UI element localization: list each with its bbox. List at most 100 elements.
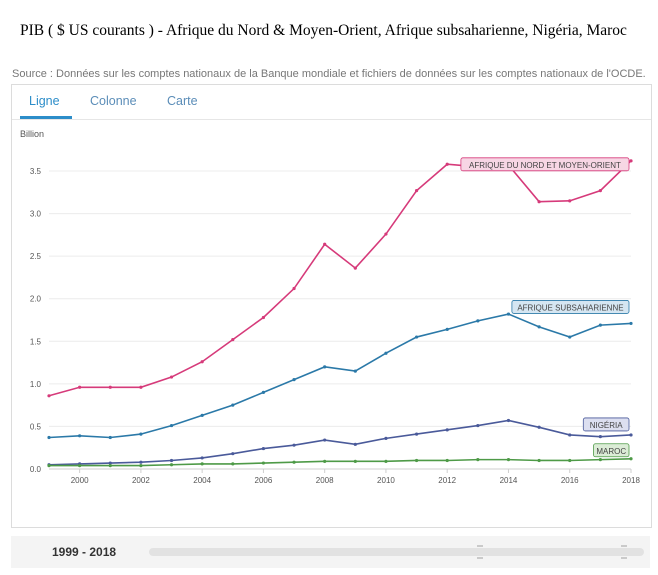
data-point bbox=[78, 463, 82, 468]
view-tabs: Ligne Colonne Carte bbox=[12, 85, 651, 120]
data-point bbox=[231, 403, 235, 407]
x-tick-label: 2000 bbox=[71, 476, 89, 485]
data-point bbox=[169, 375, 174, 379]
data-point bbox=[598, 323, 602, 327]
source-note: Source : Données sur les comptes nationa… bbox=[12, 68, 646, 80]
data-point bbox=[568, 199, 572, 203]
range-slider-bar: 1999 - 2018 bbox=[11, 536, 650, 568]
series-label-badge bbox=[460, 157, 630, 172]
data-point bbox=[47, 394, 51, 398]
data-point bbox=[598, 458, 602, 462]
data-point bbox=[537, 200, 541, 204]
data-point bbox=[506, 312, 511, 316]
data-point bbox=[414, 335, 419, 339]
range-left-handle[interactable] bbox=[475, 544, 485, 560]
x-tick-label: 2012 bbox=[438, 476, 456, 485]
data-point bbox=[78, 434, 82, 438]
series-label-text: AFRIQUE SUBSAHARIENNE bbox=[517, 303, 623, 312]
chart-title: PIB ( $ US courants ) - Afrique du Nord … bbox=[20, 22, 627, 39]
data-point bbox=[261, 461, 266, 465]
tab-colonne[interactable]: Colonne bbox=[90, 94, 137, 108]
y-tick-label: 2.5 bbox=[30, 252, 42, 261]
data-point bbox=[78, 385, 82, 389]
tab-ligne[interactable]: Ligne bbox=[29, 94, 60, 108]
data-point bbox=[231, 452, 235, 456]
data-point bbox=[108, 435, 112, 440]
y-tick-label: 1.5 bbox=[30, 337, 42, 346]
series-line bbox=[48, 160, 632, 397]
y-tick-label: 3.0 bbox=[30, 210, 42, 219]
y-tick-label: 2.0 bbox=[30, 295, 42, 304]
chart-panel: Ligne Colonne Carte Billion 0.0 0.5 1.0 1.5… bbox=[11, 84, 652, 528]
x-tick-label: 2010 bbox=[377, 476, 395, 485]
range-right-handle[interactable] bbox=[619, 544, 629, 560]
y-axis-unit-label: Billion bbox=[20, 129, 45, 139]
data-point bbox=[445, 327, 449, 331]
y-tick-label: 3.5 bbox=[30, 167, 42, 176]
series-label-text: MAROC bbox=[596, 447, 626, 456]
x-tick-label: 2014 bbox=[500, 476, 518, 485]
data-point bbox=[200, 413, 204, 417]
active-tab-indicator bbox=[20, 116, 72, 119]
data-point bbox=[108, 463, 112, 468]
data-point bbox=[629, 159, 633, 163]
series-line bbox=[48, 419, 632, 466]
data-point bbox=[353, 369, 357, 373]
data-point bbox=[139, 385, 143, 389]
x-tick-label: 2002 bbox=[132, 476, 150, 485]
data-point bbox=[292, 286, 296, 291]
data-point bbox=[292, 443, 296, 447]
data-point bbox=[384, 232, 388, 236]
data-point bbox=[261, 390, 266, 394]
data-point bbox=[108, 461, 112, 465]
series-label-text: NIGÉRIA bbox=[590, 421, 624, 430]
data-point bbox=[353, 442, 357, 446]
data-point bbox=[231, 338, 235, 342]
data-point bbox=[323, 365, 327, 369]
y-tick-label: 0.0 bbox=[30, 465, 42, 474]
data-point bbox=[261, 446, 266, 451]
line-chart: 0.0 0.5 1.0 1.5 2.0 2.5 3.0 3.5 2000 2002 2004 2006… bbox=[30, 157, 640, 485]
data-point bbox=[139, 463, 143, 468]
data-point bbox=[169, 423, 174, 428]
data-point bbox=[445, 162, 449, 166]
data-point bbox=[200, 462, 204, 466]
data-point bbox=[445, 428, 449, 432]
tab-carte[interactable]: Carte bbox=[167, 94, 198, 108]
data-point bbox=[323, 438, 327, 442]
data-point bbox=[169, 458, 174, 463]
data-point bbox=[200, 360, 204, 364]
data-point bbox=[598, 189, 602, 193]
series-label-badge bbox=[511, 300, 630, 314]
data-point bbox=[476, 423, 480, 428]
data-point bbox=[568, 458, 572, 463]
y-tick-label: 1.0 bbox=[30, 380, 42, 389]
data-point bbox=[629, 457, 633, 461]
data-point bbox=[568, 433, 572, 437]
series-label-badge bbox=[593, 443, 630, 458]
range-slider-track[interactable] bbox=[149, 548, 644, 556]
data-point bbox=[629, 433, 633, 437]
x-tick-label: 2004 bbox=[193, 476, 211, 485]
y-tick-label: 0.5 bbox=[30, 422, 42, 431]
data-point bbox=[169, 463, 174, 467]
data-point bbox=[108, 385, 112, 389]
data-point bbox=[139, 460, 143, 464]
data-point bbox=[323, 242, 327, 246]
series-line bbox=[49, 457, 632, 467]
data-point bbox=[384, 351, 388, 355]
series-label-badge bbox=[582, 417, 630, 432]
data-point bbox=[323, 459, 327, 463]
data-point bbox=[598, 435, 602, 439]
data-point bbox=[414, 189, 419, 193]
data-point bbox=[506, 458, 511, 462]
data-point bbox=[537, 425, 541, 429]
data-point bbox=[47, 435, 51, 440]
x-tick-label: 2018 bbox=[622, 476, 640, 485]
data-point bbox=[200, 456, 204, 460]
x-tick-label: 2006 bbox=[255, 476, 273, 485]
data-point bbox=[292, 460, 296, 464]
data-point bbox=[537, 325, 541, 329]
data-point bbox=[445, 458, 449, 463]
data-point bbox=[384, 459, 388, 463]
